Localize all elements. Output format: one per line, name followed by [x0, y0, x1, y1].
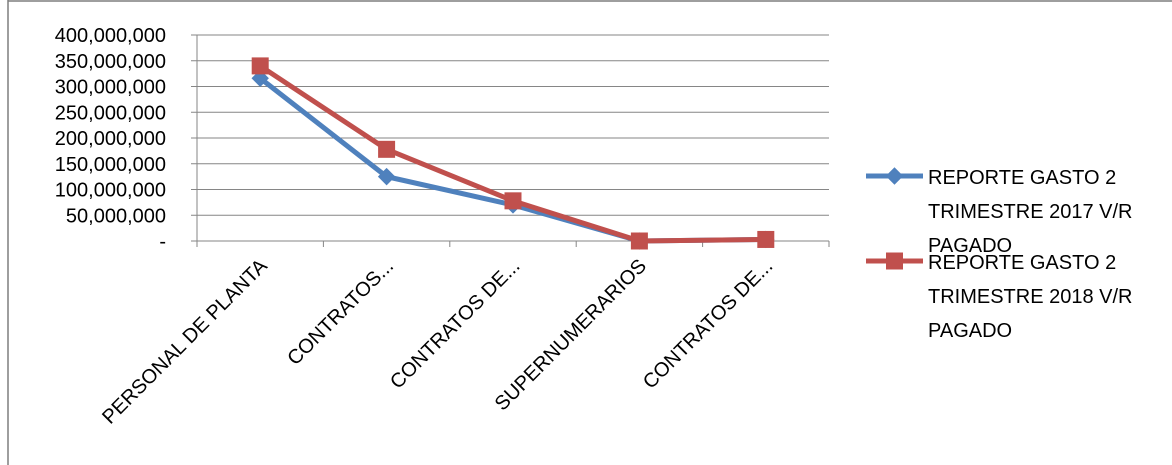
x-tick-label: CONTRATOS DE...: [386, 255, 524, 393]
y-tick-label: 50,000,000: [66, 205, 166, 227]
gridlines: [197, 35, 829, 215]
y-tick-label: 250,000,000: [55, 102, 166, 124]
legend-label-2: PAGADO: [928, 320, 1012, 342]
data-point-series-2: [252, 58, 268, 74]
legend-label-1: REPORTE GASTO 2: [928, 167, 1116, 189]
series-line-2: [260, 66, 766, 241]
data-point-series-2: [379, 141, 395, 157]
x-tick-label: PERSONAL DE PLANTA: [98, 255, 272, 429]
data-point-series-2: [631, 233, 647, 249]
legend-label-1: TRIMESTRE 2017 V/R: [928, 201, 1133, 223]
y-tick-label: 100,000,000: [55, 180, 166, 202]
y-axis: - 50,000,000 100,000,000 150,000,000 200,000…: [55, 25, 197, 253]
legend-label-2: TRIMESTRE 2018 V/R: [928, 286, 1133, 308]
y-tick-label: 150,000,000: [55, 154, 166, 176]
x-tick-label: CONTRATOS DE...: [639, 255, 777, 393]
data-point-series-2: [758, 231, 774, 247]
x-axis: PERSONAL DE PLANTA CONTRATOS...CONTRATOS …: [98, 241, 829, 429]
legend-marker-1: [887, 168, 903, 184]
x-tick-label: CONTRATOS...: [283, 255, 398, 370]
y-tick-label: -: [159, 231, 166, 253]
legend-marker-2: [887, 253, 903, 269]
y-tick-label: 350,000,000: [55, 51, 166, 73]
y-tick-label: 300,000,000: [55, 77, 166, 99]
y-tick-label: 200,000,000: [55, 128, 166, 150]
legend-label-2: REPORTE GASTO 2: [928, 252, 1116, 274]
y-tick-label: 400,000,000: [55, 25, 166, 47]
series-line-1: [260, 78, 766, 241]
legend: REPORTE GASTO 2 TRIMESTRE 2017 V/R PAGADO R…: [866, 167, 1133, 342]
data-point-series-2: [505, 193, 521, 209]
